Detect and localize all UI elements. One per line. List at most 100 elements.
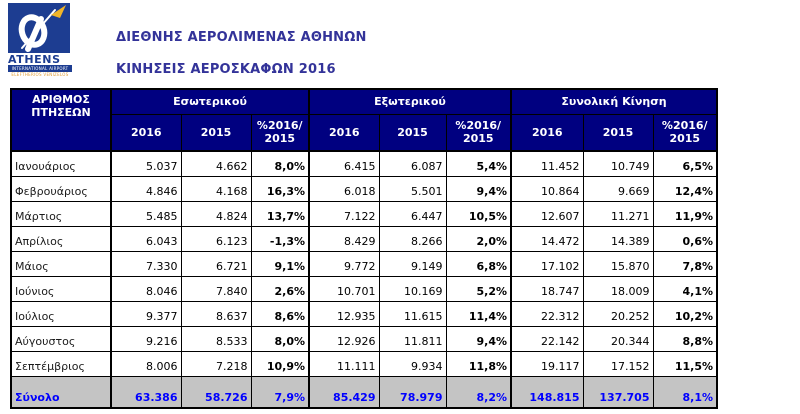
month-label: Απρίλιος: [10, 225, 112, 252]
total-cell-pct: 8,2%: [445, 375, 512, 409]
month-label: Φεβρουάριος: [10, 175, 112, 202]
cell-pct: 10,9%: [250, 350, 310, 377]
cell-num: 14.389: [582, 225, 654, 252]
cell-num: 5.501: [378, 175, 447, 202]
cell-num: 11.811: [378, 325, 447, 352]
cell-pct: 9,1%: [250, 250, 310, 277]
col-header-pct: %2016/ 2015: [652, 113, 718, 152]
cell-num: 17.152: [582, 350, 654, 377]
cell-num: 15.870: [582, 250, 654, 277]
cell-num: 20.252: [582, 300, 654, 327]
cell-num: 8.046: [110, 275, 182, 302]
cell-pct: 2,0%: [445, 225, 512, 252]
cell-num: 7.218: [180, 350, 252, 377]
total-cell-num: 148.815: [510, 375, 584, 409]
cell-num: 12.926: [308, 325, 380, 352]
group-header-domestic: Εσωτερικού: [110, 88, 310, 115]
group-header-row: ΑΡΙΘΜΟΣ ΠΤΗΣΕΩΝ Εσωτερικού Εξωτερικού Συ…: [10, 88, 718, 152]
cell-pct: 8,0%: [250, 150, 310, 177]
logo-athens-text: ATHENS: [8, 53, 61, 66]
cell-num: 6.018: [308, 175, 380, 202]
cell-pct: 11,8%: [445, 350, 512, 377]
table-row-january: Ιανουάριος 5.037 4.662 8,0% 6.415 6.087 …: [10, 150, 718, 177]
cell-num: 10.701: [308, 275, 380, 302]
total-cell-num: 63.386: [110, 375, 182, 409]
cell-num: 7.330: [110, 250, 182, 277]
month-label: Σεπτέμβριος: [10, 350, 112, 377]
cell-num: 18.747: [510, 275, 584, 302]
cell-num: 6.721: [180, 250, 252, 277]
cell-pct: 8,0%: [250, 325, 310, 352]
cell-num: 10.749: [582, 150, 654, 177]
cell-pct: 5,4%: [445, 150, 512, 177]
total-row: Σύνολο 63.386 58.726 7,9% 85.429 78.979 …: [10, 375, 718, 409]
cell-pct: 8,8%: [652, 325, 718, 352]
cell-pct: 11,4%: [445, 300, 512, 327]
cell-pct: 6,5%: [652, 150, 718, 177]
month-label: Ιούλιος: [10, 300, 112, 327]
logo-international-airport-text: INTERNATIONAL AIRPORT: [8, 65, 72, 72]
month-label: Ιούνιος: [10, 275, 112, 302]
cell-pct: 12,4%: [652, 175, 718, 202]
corner-header: ΑΡΙΘΜΟΣ ΠΤΗΣΕΩΝ: [10, 88, 112, 152]
cell-num: 22.142: [510, 325, 584, 352]
page-subtitle: ΚΙΝΗΣΕΙΣ ΑΕΡΟΣΚΑΦΩΝ 2016: [116, 62, 336, 77]
cell-num: 5.485: [110, 200, 182, 227]
total-cell-num: 78.979: [378, 375, 447, 409]
cell-num: 4.168: [180, 175, 252, 202]
airport-logo: ATHENS INTERNATIONAL AIRPORT ELEFTHERIOS…: [8, 3, 72, 77]
cell-num: 17.102: [510, 250, 584, 277]
cell-num: 6.087: [378, 150, 447, 177]
cell-num: 14.472: [510, 225, 584, 252]
year-header-row: 2016 2015 %2016/ 2015 2016 2015 %2016/ 2…: [11, 113, 718, 152]
cell-pct: 5,2%: [445, 275, 512, 302]
cell-num: 12.935: [308, 300, 380, 327]
total-cell-pct: 7,9%: [250, 375, 310, 409]
cell-num: 18.009: [582, 275, 654, 302]
col-header-2015: 2015: [582, 113, 654, 152]
cell-pct: 10,5%: [445, 200, 512, 227]
cell-num: 4.662: [180, 150, 252, 177]
col-header-2015: 2015: [180, 113, 252, 152]
cell-num: 19.117: [510, 350, 584, 377]
flights-table: ΑΡΙΘΜΟΣ ΠΤΗΣΕΩΝ Εσωτερικού Εξωτερικού Συ…: [10, 88, 718, 409]
cell-pct: 7,8%: [652, 250, 718, 277]
group-header-total-traffic: Συνολική Κίνηση: [510, 88, 718, 115]
cell-num: 4.824: [180, 200, 252, 227]
page-titles: ΔΙΕΘΝΗΣ ΑΕΡΟΛΙΜΕΝΑΣ ΑΘΗΝΩΝ ΚΙΝΗΣΕΙΣ ΑΕΡΟ…: [116, 30, 367, 77]
total-cell-num: 137.705: [582, 375, 654, 409]
table-row-june: Ιούνιος 8.046 7.840 2,6% 10.701 10.169 5…: [10, 275, 718, 302]
table-row-april: Απρίλιος 6.043 6.123 -1,3% 8.429 8.266 2…: [10, 225, 718, 252]
cell-num: 9.934: [378, 350, 447, 377]
col-header-pct: %2016/ 2015: [250, 113, 310, 152]
month-label: Μάιος: [10, 250, 112, 277]
cell-num: 5.037: [110, 150, 182, 177]
col-header-2016: 2016: [510, 113, 584, 152]
cell-num: 8.429: [308, 225, 380, 252]
total-cell-pct: 8,1%: [652, 375, 718, 409]
col-header-pct: %2016/ 2015: [445, 113, 512, 152]
table-row-september: Σεπτέμβριος 8.006 7.218 10,9% 11.111 9.9…: [10, 350, 718, 377]
cell-num: 9.216: [110, 325, 182, 352]
cell-num: 9.377: [110, 300, 182, 327]
cell-num: 8.533: [180, 325, 252, 352]
cell-pct: 8,6%: [250, 300, 310, 327]
table-row-august: Αύγουστος 9.216 8.533 8,0% 12.926 11.811…: [10, 325, 718, 352]
cell-pct: 0,6%: [652, 225, 718, 252]
cell-num: 8.006: [110, 350, 182, 377]
month-label: Μάρτιος: [10, 200, 112, 227]
cell-num: 11.271: [582, 200, 654, 227]
total-label: Σύνολο: [10, 375, 112, 409]
cell-num: 22.312: [510, 300, 584, 327]
cell-pct: 4,1%: [652, 275, 718, 302]
cell-num: 12.607: [510, 200, 584, 227]
col-header-2016: 2016: [308, 113, 380, 152]
cell-num: 6.415: [308, 150, 380, 177]
cell-num: 4.846: [110, 175, 182, 202]
logo-eleftherios-venizelos-text: ELEFTHERIOS VENIZELOS: [11, 72, 69, 77]
cell-num: 6.447: [378, 200, 447, 227]
month-label: Ιανουάριος: [10, 150, 112, 177]
cell-num: 11.111: [308, 350, 380, 377]
cell-pct: 11,9%: [652, 200, 718, 227]
cell-pct: 9,4%: [445, 175, 512, 202]
